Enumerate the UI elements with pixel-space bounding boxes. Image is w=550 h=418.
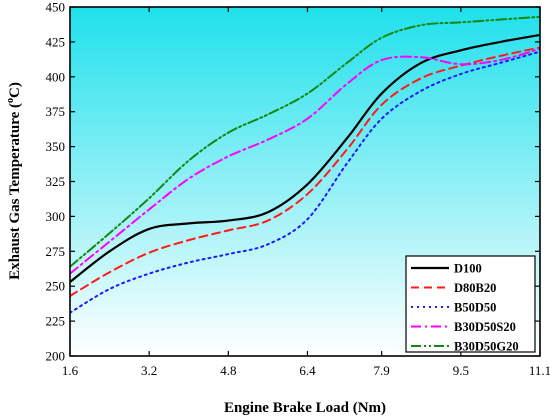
series-line-b30d50s20 (70, 47, 540, 275)
series-line-b30d50g20 (70, 15, 540, 268)
legend-label-b30d50s20: B30D50S20 (454, 320, 516, 334)
legend-label-d100: D100 (454, 262, 482, 276)
y-tick-label: 325 (46, 174, 66, 189)
series-line-d100 (70, 33, 540, 284)
y-tick-label: 450 (46, 0, 66, 15)
x-tick-label: 1.6 (62, 363, 79, 378)
y-tick-label: 425 (46, 34, 66, 49)
x-axis-title: Engine Brake Load (Nm) (224, 400, 386, 416)
y-tick-labels: 200 225 250 275 300 325 350 375 400 425 450 (46, 0, 66, 364)
y-tick-label: 250 (46, 279, 66, 294)
series-line-b50d50 (70, 50, 540, 314)
legend-label-b50d50: B50D50 (454, 301, 496, 315)
series-lines (70, 15, 540, 314)
legend-box (405, 255, 536, 353)
y-tick-label: 275 (46, 244, 66, 259)
x-tick-label: 11.1 (529, 363, 550, 378)
y-axis-title-sup: o (5, 98, 16, 103)
y-axis-title-main: Exhaust Gas Temperature ( (7, 103, 23, 280)
x-tick-label: 3.2 (141, 363, 157, 378)
y-tick-label: 400 (46, 69, 66, 84)
y-axis-title-end: C) (7, 82, 23, 98)
y-tick-label: 300 (46, 209, 66, 224)
y-tick-label: 200 (46, 349, 66, 364)
x-tick-label: 4.8 (220, 363, 236, 378)
legend-label-d80b20: D80B20 (454, 281, 496, 295)
plot-frame (69, 6, 541, 357)
y-tick-label: 350 (46, 139, 66, 154)
x-tick-label: 6.4 (299, 363, 316, 378)
legend-label-b30d50g20: B30D50G20 (454, 340, 519, 354)
x-tick-label: 9.5 (453, 363, 469, 378)
y-tick-label: 375 (46, 104, 66, 119)
x-tick-labels: 1.6 3.2 4.8 6.4 7.9 9.5 11.1 (62, 363, 550, 378)
y-tick-label: 225 (46, 314, 66, 329)
legend: D100 D80B20 B50D50 B30D50S20 B30D50G20 (405, 255, 536, 354)
series-line-d80b20 (70, 46, 540, 297)
x-tick-label: 7.9 (374, 363, 390, 378)
y-axis-title: Exhaust Gas Temperature (oC) (5, 82, 23, 280)
